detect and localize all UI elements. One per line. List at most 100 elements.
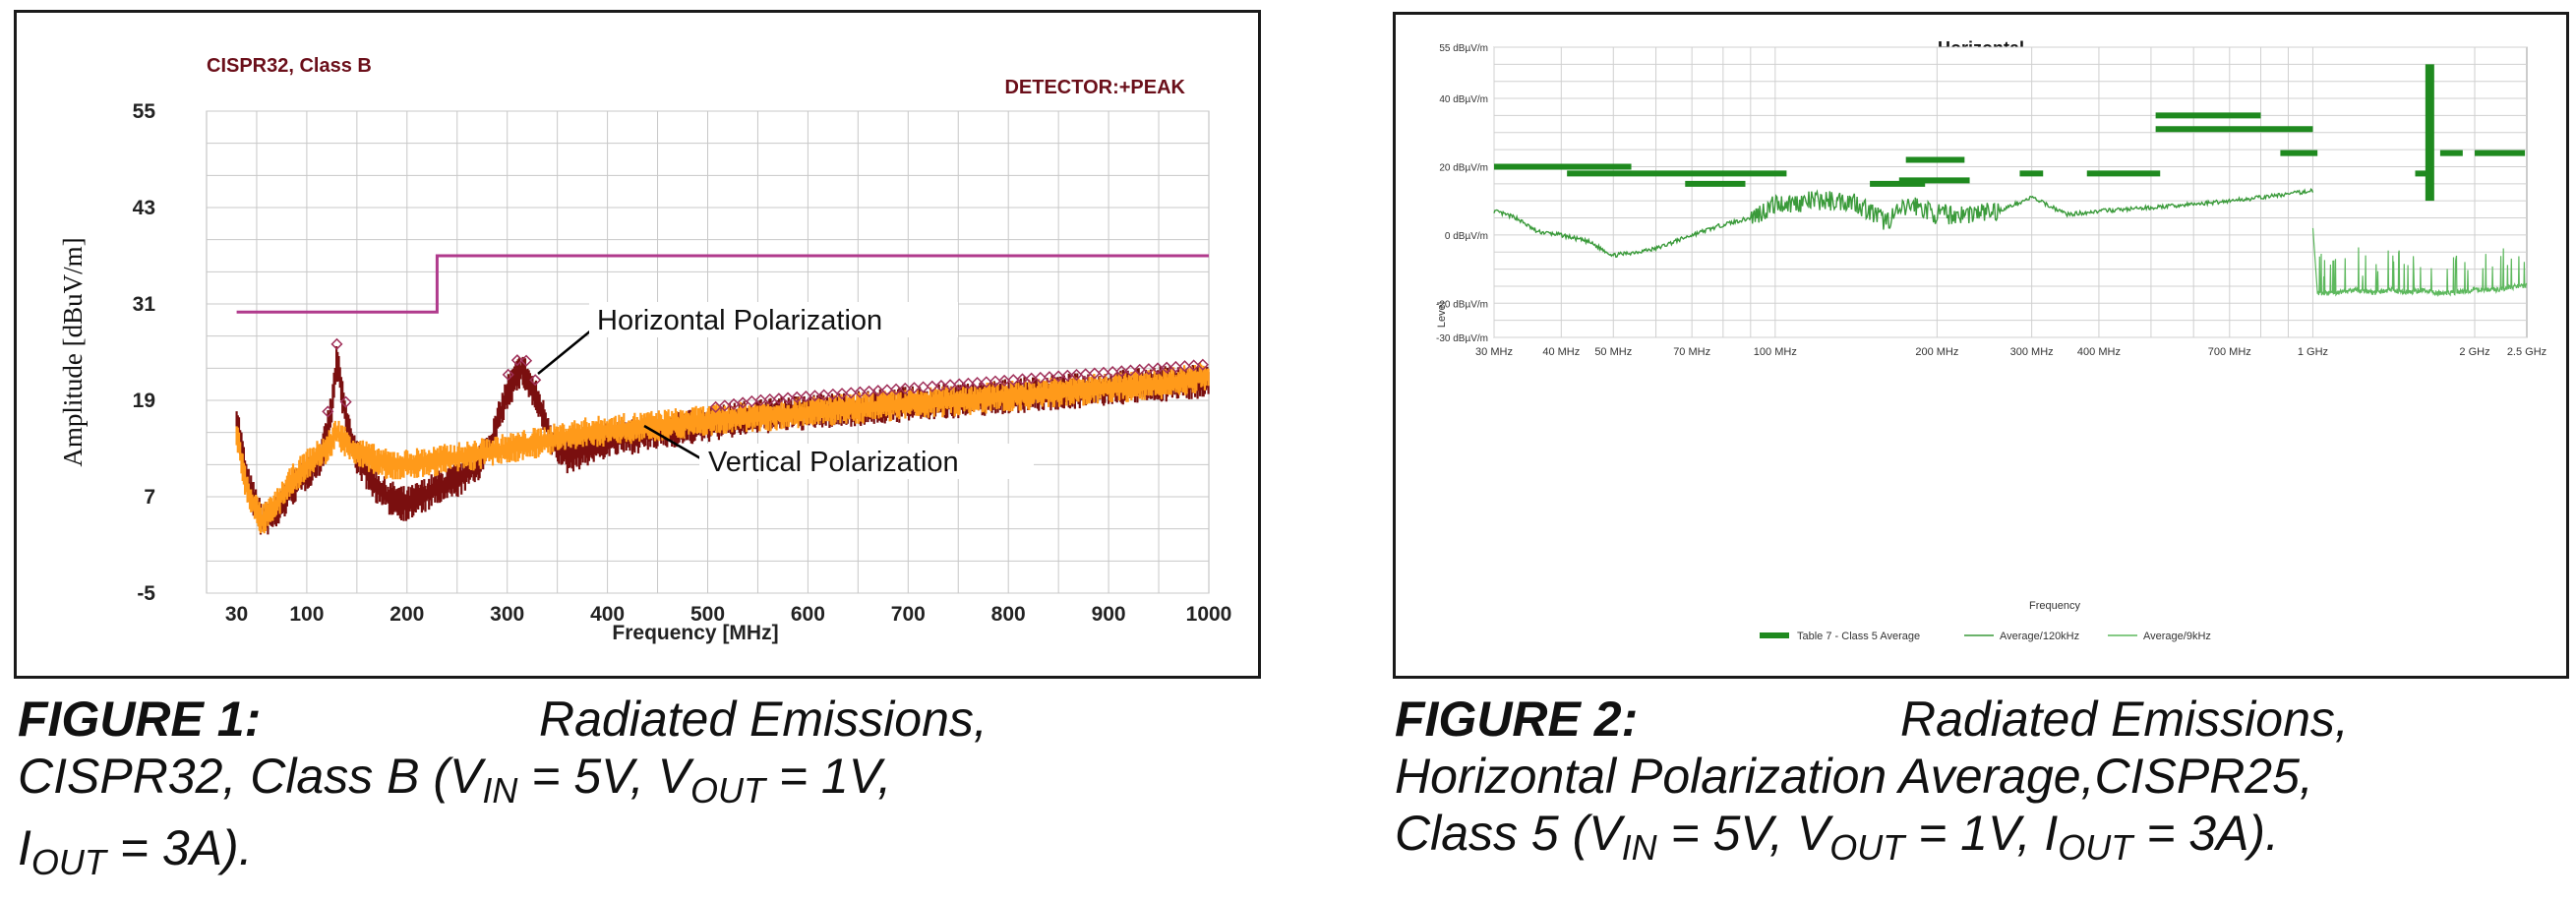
peak-marker [953,378,966,391]
peak-marker [1007,374,1020,387]
figure-1-xtick-label: 900 [1092,603,1126,626]
peak-marker [1142,363,1155,376]
figure-1-caption-line3a: I [18,820,31,875]
figure-1-caption-line2a: CISPR32, Class B (V [18,749,483,804]
figure-2-ytick-label: -30 dBµV/m [1436,333,1488,344]
figure-2-caption-title: Radiated Emissions, [1900,692,2349,747]
figure-2-caption-line3b: = 5V, V [1656,806,1830,861]
figure-2-caption-line3a: Class 5 (V [1395,806,1622,861]
peak-marker [1034,371,1047,385]
peak-marker [917,381,929,393]
figure-2-caption-line3d: = 3A). [2132,806,2279,861]
legend-label-limit: Table 7 - Class 5 Average [1797,631,1920,642]
figure-2-traces [1493,64,2528,297]
peak-marker [1070,368,1083,382]
peak-marker [971,377,984,390]
peak-marker [1115,365,1128,378]
figure-2-xtick-label: 2 GHz [2459,346,2489,358]
peak-marker [1061,369,1074,382]
legend-label-120k: Average/120kHz [2000,631,2079,642]
figure-1-caption-label: FIGURE 1: [18,692,262,747]
peak-marker [845,387,858,399]
figure-2-xtick-label: 2.5 GHz [2507,346,2546,358]
figure-2-xtick-label: 300 MHz [2010,346,2054,358]
figure-2-caption-sub3: OUT [2058,827,2133,868]
peak-marker [529,374,542,387]
peak-marker [1016,373,1029,386]
figure-2-ytick-label: 40 dBµV/m [1439,94,1488,105]
peak-marker [754,393,767,406]
peak-marker [1187,359,1200,372]
figure-2-xtick-label: 40 MHz [1542,346,1580,358]
peak-marker [746,394,758,408]
figure-2-xtick-label: 70 MHz [1673,346,1710,358]
figure-2-caption: FIGURE 2: Radiated Emissions, Horizontal… [1395,691,2570,876]
peak-marker [1161,361,1173,374]
figure-1-xtick-label: 300 [490,603,524,626]
vertical-trace [235,362,1210,534]
figure-1-caption: FIGURE 1: Radiated Emissions, CISPR32, C… [18,691,1257,891]
peak-marker [510,354,523,367]
peak-marker [1169,360,1182,374]
figure-1-xtick-label: 400 [590,603,625,626]
figure-2-caption-sub1: IN [1621,827,1657,868]
peak-marker [988,375,1002,388]
figure-1-caption-sub1: IN [482,770,518,811]
peak-marker [1088,367,1101,380]
figure-2-caption-sub2: OUT [1829,827,1905,868]
figure-1-caption-line2c: = 1V, [764,749,892,804]
peak-marker [520,354,533,367]
peak-marker [763,392,776,406]
peak-marker [890,383,903,395]
figure-1-ytick-label: 55 [133,100,156,123]
figure-1-xtick-label: 800 [991,603,1026,626]
figure-2-legend: Table 7 - Class 5 Average Average/120kHz… [1760,631,2211,642]
figure-2-ytick-label: 0 dBµV/m [1445,231,1488,242]
peak-marker [980,376,992,389]
horizontal-annotation: Horizontal Polarization [597,305,882,336]
figure-1-ylabel: Amplitude [dBuV/m] [58,237,88,466]
figure-1-ytick-label: 7 [144,486,155,509]
peak-marker [330,337,343,350]
peak-marker [1133,363,1146,376]
peak-marker [1196,358,1209,371]
peak-marker [944,379,957,391]
figure-1-xtick-label: 100 [289,603,324,626]
peak-marker [800,391,812,403]
figure-1-xtick-label: 600 [791,603,825,626]
peak-marker [962,377,975,390]
figure-2-xtick-label: 100 MHz [1754,346,1797,358]
figure-2-xtick-label: 700 MHz [2208,346,2251,358]
figure-1-caption-sub2: OUT [689,770,765,811]
figure-1-xtick-label: 200 [389,603,424,626]
figure-1-ticks: 30 100 200 300 400 500 600 700 800 900 1000 -5 7 19 31… [133,100,1232,626]
figure-1-title: CISPR32, Class B [207,55,372,77]
figure-2-xtick-label: 1 GHz [2298,346,2328,358]
peak-marker [934,379,947,392]
figure-1-chart: CISPR32, Class B DETECTOR:+PEAK 30 100 200… [17,13,1258,676]
peak-marker [998,374,1011,387]
peak-marker [1052,370,1065,383]
figure-2-ylabel: Level [1436,302,1448,328]
peak-marker [908,382,921,394]
figure-2-xtick-label: 50 MHz [1594,346,1632,358]
peak-marker [1178,360,1191,373]
peak-marker [854,386,867,398]
peak-marker [339,395,352,408]
figure-1-ytick-label: 19 [133,390,155,412]
peak-marker [322,405,334,418]
vertical-label-bg [699,444,1034,479]
peak-marker [835,388,849,400]
figure-1-caption-sub3: OUT [30,842,106,882]
figure-1-caption-line3b: = 3A). [105,820,253,875]
figure-1-grid [206,110,1210,594]
peak-marker [863,385,875,397]
peak-marker [1107,366,1119,379]
figure-1-caption-line2b: = 5V, V [517,749,690,804]
peak-marker [1151,362,1165,375]
peak-marker [880,384,893,396]
peak-marker [772,392,785,405]
figure-2-ytick-label: 55 dBµV/m [1439,43,1488,54]
